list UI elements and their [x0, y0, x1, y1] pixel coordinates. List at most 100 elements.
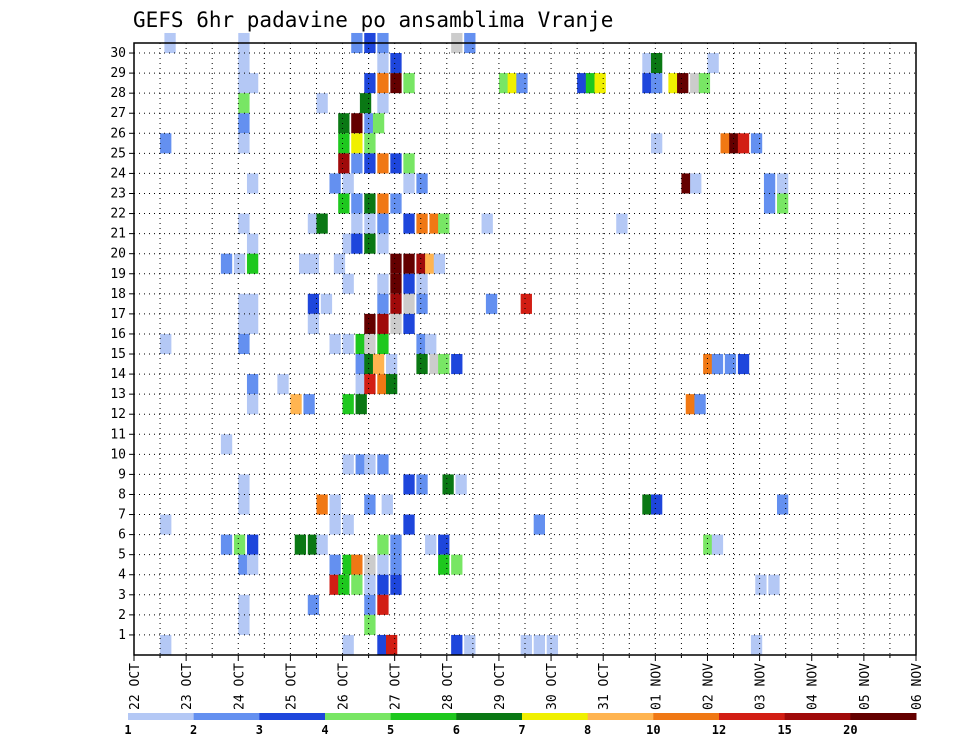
heatmap-cell: [377, 554, 389, 575]
colorbar-label: 6: [453, 723, 460, 737]
y-tick-label: 18: [110, 287, 126, 302]
heatmap-cell: [385, 634, 398, 655]
heatmap-cell: [338, 193, 350, 214]
heatmap-cell: [329, 574, 341, 595]
heatmap-cell: [377, 73, 389, 94]
y-tick-label: 23: [110, 186, 126, 201]
heatmap-cell: [390, 534, 402, 555]
heatmap-cell: [416, 273, 428, 294]
heatmap-cell: [364, 213, 376, 234]
heatmap-cell: [377, 574, 389, 595]
heatmap-cell: [238, 554, 250, 575]
x-tick-label: 31 OCT: [597, 663, 612, 710]
heatmap-cell: [690, 73, 702, 94]
heatmap-cell: [246, 173, 259, 194]
heatmap-cell: [364, 233, 376, 254]
y-tick-label: 14: [110, 367, 126, 382]
heatmap-cell: [429, 213, 441, 234]
heatmap-cell: [364, 73, 376, 94]
y-tick-label: 13: [110, 387, 126, 402]
heatmap-cell: [359, 93, 372, 114]
heatmap-cell: [299, 253, 311, 274]
heatmap-cell: [333, 253, 346, 274]
heatmap-cell: [364, 333, 376, 355]
heatmap-cell: [364, 594, 376, 615]
heatmap-cell: [390, 253, 402, 274]
colorbar-label: 20: [843, 723, 857, 737]
x-tick-label: 02 NOV: [701, 663, 716, 710]
heatmap-cell: [307, 213, 320, 234]
colorbar-swatch: [719, 713, 786, 720]
heatmap-cell: [238, 113, 250, 134]
y-tick-label: 17: [110, 307, 126, 322]
heatmap-cell: [238, 133, 250, 154]
y-tick-label: 21: [110, 227, 126, 242]
colorbar-swatch: [784, 713, 851, 720]
heatmap-cell: [668, 73, 680, 94]
y-tick-label: 19: [110, 267, 126, 282]
colorbar-swatch: [522, 713, 589, 720]
x-tick-label: 24 OCT: [232, 663, 247, 710]
heatmap-cell: [442, 474, 454, 495]
heatmap-cell: [385, 374, 398, 395]
heatmap-cell: [307, 534, 320, 555]
heatmap-cell: [377, 273, 389, 294]
heatmap-cell: [451, 554, 463, 575]
heatmap-cell: [763, 193, 776, 214]
heatmap-cell: [377, 293, 389, 314]
heatmap-cell: [681, 173, 693, 194]
y-tick-label: 2: [118, 608, 126, 623]
colorbar-swatch: [850, 713, 917, 720]
heatmap-cell: [377, 454, 389, 475]
heatmap-cell: [246, 374, 259, 395]
y-tick-label: 8: [118, 487, 126, 502]
heatmap-cell: [351, 213, 363, 234]
heatmap-cell: [755, 574, 767, 595]
heatmap-cell: [351, 153, 363, 174]
heatmap-cell: [520, 293, 532, 314]
x-tick-label: 03 NOV: [754, 663, 769, 710]
heatmap-cell: [377, 193, 389, 214]
heatmap-cell: [677, 73, 689, 94]
y-tick-label: 30: [110, 46, 126, 61]
heatmap-cell: [342, 634, 354, 655]
heatmap-cell: [246, 253, 259, 274]
heatmap-cell: [246, 73, 259, 94]
heatmap-cell: [238, 614, 250, 635]
y-tick-label: 5: [118, 548, 126, 563]
heatmap-cell: [650, 73, 663, 94]
heatmap-cell: [585, 73, 598, 94]
x-tick-label: 06 NOV: [910, 663, 925, 710]
heatmap-cell: [377, 153, 389, 174]
heatmap-cell: [238, 333, 250, 355]
heatmap-cell: [307, 253, 320, 274]
heatmap-cell: [416, 173, 428, 194]
heatmap-cell: [238, 53, 250, 74]
heatmap-cell: [416, 474, 428, 495]
heatmap-cell: [372, 354, 385, 375]
heatmap-cell: [364, 454, 376, 475]
y-tick-label: 29: [110, 66, 126, 81]
colorbar-swatch: [193, 713, 260, 720]
heatmap-cell: [516, 73, 528, 94]
heatmap-cell: [220, 253, 233, 274]
heatmap-cell: [425, 333, 437, 355]
heatmap-cell: [364, 354, 376, 375]
heatmap-cell: [338, 153, 350, 174]
heatmap-cell: [246, 313, 259, 334]
colorbar-label: 8: [584, 723, 591, 737]
heatmap-cell: [642, 494, 654, 515]
heatmap-cell: [351, 193, 363, 214]
heatmap-cell: [685, 394, 698, 415]
heatmap-cell: [750, 634, 763, 655]
heatmap-cell: [416, 253, 428, 274]
heatmap-cell: [316, 213, 328, 234]
heatmap-cell: [307, 293, 320, 314]
y-tick-label: 25: [110, 146, 126, 161]
x-tick-label: 26 OCT: [337, 663, 352, 710]
heatmap-cell: [342, 454, 354, 475]
y-tick-label: 9: [118, 467, 126, 482]
chart-title: GEFS 6hr padavine po ansamblima Vranje: [133, 8, 613, 32]
y-tick-label: 20: [110, 247, 126, 262]
